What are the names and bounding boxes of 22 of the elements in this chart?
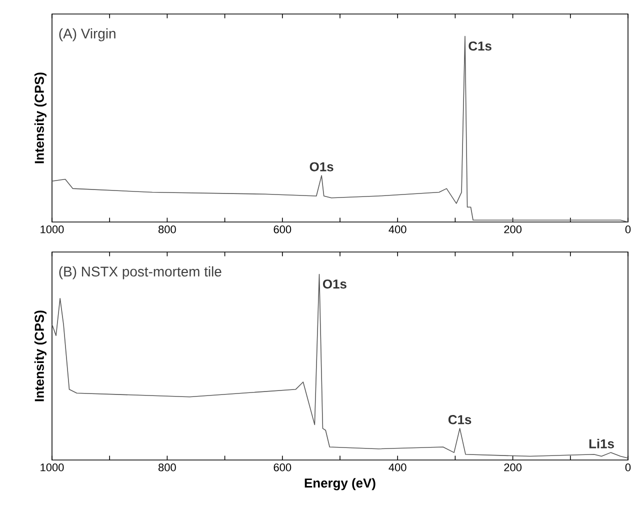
annotation: O1s (322, 279, 346, 289)
x-tick-label: 1000 (40, 226, 64, 234)
annotation: O1s (310, 162, 334, 172)
x-tick-label: 1000 (40, 464, 64, 472)
x-tick-label: 400 (388, 464, 406, 472)
x-tick-label: 0 (625, 464, 631, 472)
x-tick-label: 0 (625, 226, 631, 234)
x-tick-label: 400 (388, 226, 406, 234)
x-tick-label: 800 (158, 464, 176, 472)
annotation: C1s (468, 41, 492, 51)
x-tick-label: 600 (274, 226, 292, 234)
chart-title: (B) NSTX post-mortem tile (59, 266, 222, 280)
y-axis-title: Intensity (CPS) (34, 72, 46, 164)
annotation: Li1s (589, 438, 614, 448)
x-axis-title: Energy (eV) (304, 478, 376, 490)
x-tick-label: 800 (158, 226, 176, 234)
annotation: C1s (448, 415, 472, 424)
x-tick-label: 600 (274, 464, 292, 472)
x-tick-label: 200 (504, 464, 522, 472)
x-tick-label: 200 (504, 226, 522, 234)
chart-title: (A) Virgin (59, 28, 116, 42)
y-axis-title: Intensity (CPS) (34, 310, 46, 402)
